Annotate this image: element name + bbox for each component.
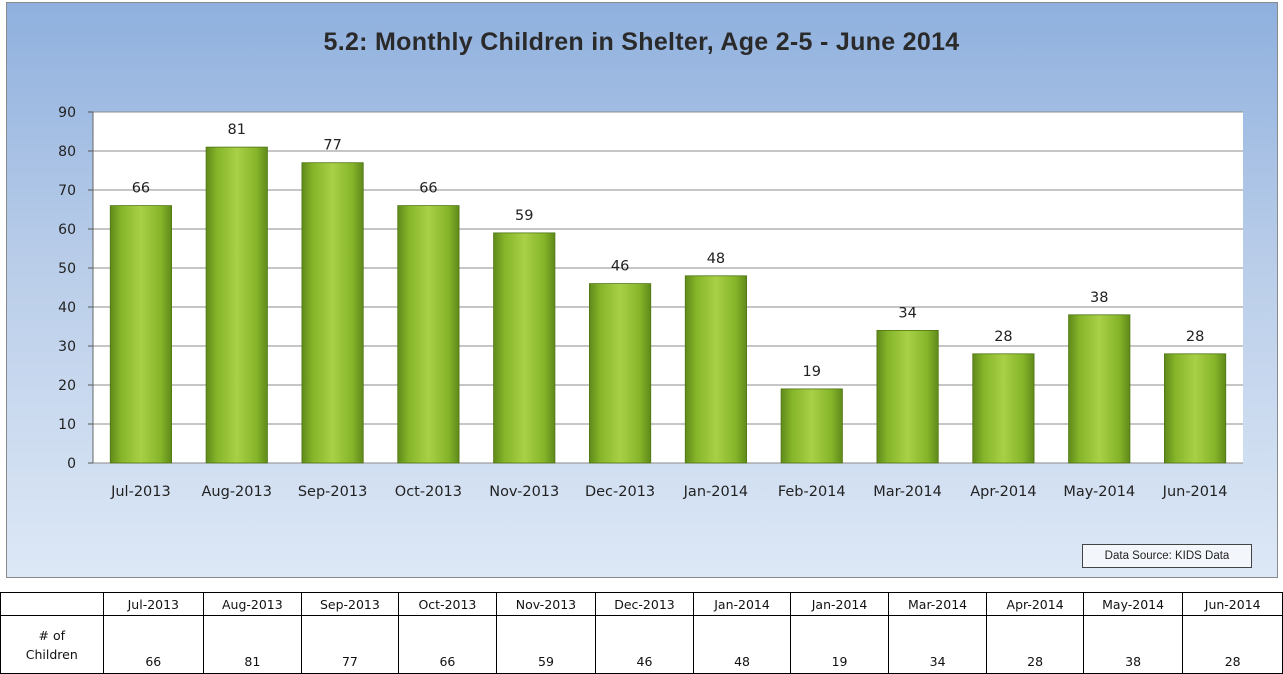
data-table: Jul-2013 Aug-2013 Sep-2013 Oct-2013 Nov-… <box>0 592 1283 674</box>
table-header-cell: Jan-2014 <box>692 592 792 616</box>
x-tick-label: Aug-2013 <box>202 484 272 500</box>
bar <box>780 388 843 464</box>
bar-value-label: 19 <box>803 364 821 380</box>
table-cell: 38 <box>1082 615 1184 674</box>
table-header-cell: Sep-2013 <box>300 592 400 616</box>
table-cell: 48 <box>692 615 792 674</box>
x-tick-label: Feb-2014 <box>778 484 846 500</box>
y-tick-label: 20 <box>58 378 76 394</box>
table-cell: 77 <box>300 615 400 674</box>
grid-lines <box>88 111 1243 464</box>
bar-value-label: 77 <box>323 138 341 154</box>
table-cell: 28 <box>1182 615 1283 674</box>
data-source-note: Data Source: KIDS Data <box>1082 544 1252 568</box>
table-header-cell: Jun-2014 <box>1182 592 1283 616</box>
plot-area <box>93 112 1243 463</box>
table-cell: 66 <box>398 615 497 674</box>
y-tick-label: 0 <box>67 456 76 472</box>
bar-value-label: 34 <box>898 305 916 321</box>
table-cell: 59 <box>495 615 597 674</box>
bar-value-label: 81 <box>228 122 246 138</box>
bar <box>301 162 364 464</box>
y-tick-label: 10 <box>58 417 76 433</box>
x-tick-label: Oct-2013 <box>395 484 462 500</box>
y-tick-label: 40 <box>58 300 76 316</box>
table-header-cell: Dec-2013 <box>595 592 694 616</box>
x-tick-label: Sep-2013 <box>298 484 367 500</box>
table-cell: 34 <box>887 615 988 674</box>
bar-value-label: 66 <box>419 181 437 197</box>
bar <box>493 232 556 464</box>
table-header-cell: Aug-2013 <box>203 592 302 616</box>
table-row: # of Children 66 81 77 66 59 46 48 19 34 … <box>0 615 1283 674</box>
table-header-cell: Jul-2013 <box>102 592 205 616</box>
table-cell: 81 <box>203 615 302 674</box>
bar-value-label: 46 <box>611 259 629 275</box>
table-cell: 66 <box>102 615 205 674</box>
y-tick-label: 70 <box>58 183 76 199</box>
y-tick-label: 50 <box>58 261 76 277</box>
table-cell: 46 <box>595 615 694 674</box>
table-header-cell: Nov-2013 <box>495 592 597 616</box>
bars <box>109 146 1227 464</box>
bar <box>589 283 652 464</box>
bar-value-label: 28 <box>994 329 1012 345</box>
x-tick-label: Apr-2014 <box>970 484 1036 500</box>
bar <box>1164 353 1227 464</box>
bar-value-label: 66 <box>132 181 150 197</box>
table-corner-cell <box>0 592 104 616</box>
table-header-cell: Jan-2014 <box>790 592 889 616</box>
y-tick-label: 80 <box>58 144 76 160</box>
table-cell: 28 <box>986 615 1084 674</box>
labels: 0 10 20 30 40 50 60 70 80 90 66 Jul-2013 81 Aug-2013 7… <box>58 105 1227 500</box>
table-header-cell: Apr-2014 <box>986 592 1084 616</box>
bar-value-label: 59 <box>515 208 533 224</box>
bar-value-label: 48 <box>707 251 725 267</box>
x-tick-label: May-2014 <box>1063 484 1135 500</box>
table-cell: 19 <box>790 615 889 674</box>
bar <box>1068 314 1131 464</box>
table-row-label: # of Children <box>0 615 104 674</box>
bar <box>972 353 1035 464</box>
bar-value-label: 28 <box>1186 329 1204 345</box>
bar-value-label: 38 <box>1090 290 1108 306</box>
row-label-line: Children <box>25 646 78 662</box>
chart-title: 5.2: Monthly Children in Shelter, Age 2-… <box>323 28 960 56</box>
row-label-line: # of <box>38 627 66 643</box>
bar <box>397 205 460 464</box>
x-tick-label: Jun-2014 <box>1162 484 1228 500</box>
table-header-cell: May-2014 <box>1082 592 1184 616</box>
x-tick-label: Nov-2013 <box>489 484 559 500</box>
y-tick-label: 30 <box>58 339 76 355</box>
x-tick-label: Mar-2014 <box>873 484 942 500</box>
y-tick-label: 60 <box>58 222 76 238</box>
bar <box>109 205 172 464</box>
bar <box>684 275 747 464</box>
table-header-cell: Oct-2013 <box>398 592 497 616</box>
x-tick-label: Jan-2014 <box>683 484 749 500</box>
x-tick-label: Jul-2013 <box>110 484 171 500</box>
y-tick-label: 90 <box>58 105 76 121</box>
bar <box>205 146 268 464</box>
x-tick-label: Dec-2013 <box>585 484 655 500</box>
table-header-cell: Mar-2014 <box>887 592 988 616</box>
table-header-row: Jul-2013 Aug-2013 Sep-2013 Oct-2013 Nov-… <box>0 592 1283 616</box>
bar <box>876 329 939 464</box>
